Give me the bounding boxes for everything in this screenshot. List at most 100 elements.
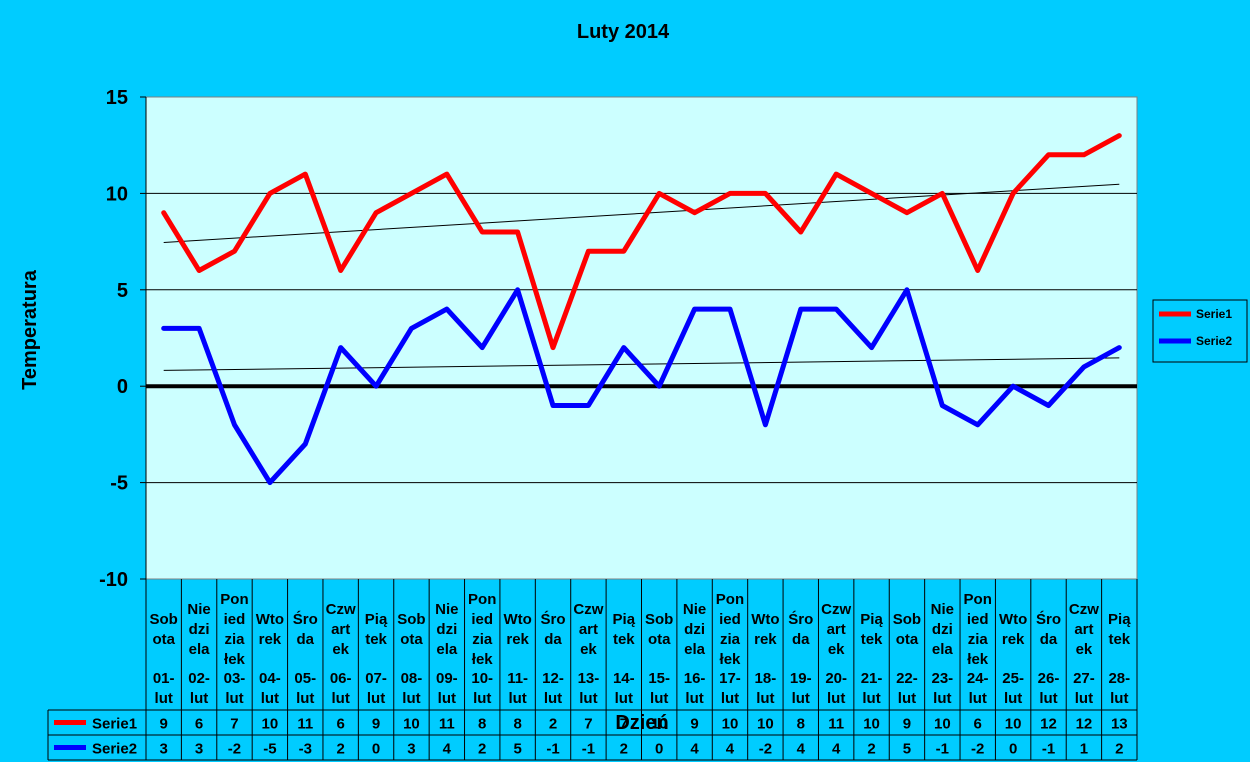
category-day-part: zia (720, 631, 741, 648)
category-date-part: lut (331, 690, 349, 707)
category-date-part: 23- (931, 670, 953, 687)
table-value: 3 (407, 741, 415, 758)
category-date-label: 18- lut (755, 670, 777, 707)
category-day-part: łek (224, 651, 246, 668)
category-day-part: rek (754, 631, 777, 648)
table-value: 2 (478, 741, 486, 758)
table-value: 4 (797, 741, 806, 758)
category-date-part: lut (190, 690, 208, 707)
table-value: 2 (336, 741, 344, 758)
category-date-part: 12- (542, 670, 564, 687)
category-day-part: Czw (1069, 601, 1099, 618)
table-value: 10 (403, 716, 420, 733)
category-day-part: łek (720, 651, 742, 668)
table-value: 9 (372, 716, 380, 733)
table-value: 8 (478, 716, 486, 733)
table-value: -5 (263, 741, 276, 758)
table-value: 5 (903, 741, 911, 758)
category-date-label: 12- lut (542, 670, 564, 707)
category-day-part: Nie (435, 601, 458, 618)
table-value: 4 (690, 741, 699, 758)
table-value: 7 (620, 716, 628, 733)
table-value: 3 (160, 741, 168, 758)
category-day-part: zia (224, 631, 245, 648)
category-date-part: 16- (684, 670, 706, 687)
legend: Serie1 Serie2 (1152, 299, 1248, 363)
category-date-part: 17- (719, 670, 741, 687)
category-day-label: Wto rek (503, 611, 531, 648)
category-date-label: 23- lut (931, 670, 953, 707)
category-day-part: Wto (999, 611, 1027, 628)
category-date-part: 27- (1073, 670, 1095, 687)
category-day-part: ela (189, 641, 211, 658)
table-value: 9 (690, 716, 698, 733)
series-line-serie2 (161, 287, 1122, 486)
y-axis-label: Temperatura (19, 269, 41, 390)
table-value: -2 (759, 741, 772, 758)
category-date-part: lut (261, 690, 279, 707)
category-day-part: ied (719, 611, 741, 628)
table-value: 6 (974, 716, 982, 733)
table-value: 11 (297, 716, 313, 733)
category-day-part: rek (1002, 631, 1025, 648)
category-day-part: art (1074, 621, 1093, 638)
category-day-part: rek (259, 631, 282, 648)
category-date-part: 06- (330, 670, 352, 687)
category-date-part: lut (155, 690, 173, 707)
category-date-label: 25- lut (1002, 670, 1024, 707)
category-day-label: Pią tek (1108, 611, 1131, 648)
category-day-part: da (544, 631, 562, 648)
table-value: 2 (1115, 741, 1123, 758)
category-date-part: lut (1039, 690, 1057, 707)
category-day-part: art (331, 621, 350, 638)
category-day-part: Sob (893, 611, 921, 628)
category-day-part: ek (580, 641, 597, 658)
table-value: 3 (195, 741, 203, 758)
table-value: 7 (584, 716, 592, 733)
category-date-part: 11- (507, 670, 528, 687)
category-day-label: Nie dzi ela (187, 601, 210, 658)
category-date-label: 07- lut (365, 670, 387, 707)
category-date-part: lut (862, 690, 880, 707)
category-date-part: lut (225, 690, 243, 707)
series-line-serie1 (161, 133, 1122, 351)
category-day-label: Sob ota (645, 611, 673, 648)
category-day-part: Sob (645, 611, 673, 628)
category-date-part: lut (898, 690, 916, 707)
category-day-part: Wto (751, 611, 779, 628)
category-day-part: Czw (821, 601, 851, 618)
category-day-part: ek (828, 641, 845, 658)
table-value: 10 (863, 716, 880, 733)
category-day-part: Pon (964, 591, 992, 608)
category-date-part: lut (827, 690, 845, 707)
category-day-part: dzi (932, 621, 953, 638)
category-date-label: 16- lut (684, 670, 706, 707)
category-day-label: Czw art ek (1069, 601, 1099, 658)
legend-box (1152, 299, 1248, 363)
category-date-part: lut (296, 690, 314, 707)
category-day-part: Pon (220, 591, 248, 608)
x-axis-label: Dzień (615, 712, 668, 734)
category-day-part: łek (967, 651, 989, 668)
table-value: -1 (936, 741, 949, 758)
category-day-part: Pią (365, 611, 388, 628)
table-value: 10 (651, 716, 668, 733)
table-series-name: Serie2 (92, 741, 137, 758)
category-date-part: 20- (825, 670, 847, 687)
category-date-label: 27- lut (1073, 670, 1095, 707)
category-day-part: ied (471, 611, 493, 628)
category-date-label: 01- lut (153, 670, 175, 707)
category-day-label: Wto rek (751, 611, 779, 648)
category-day-label: Czw art ek (821, 601, 851, 658)
category-date-part: 25- (1002, 670, 1024, 687)
category-date-part: 07- (365, 670, 387, 687)
category-day-part: Nie (683, 601, 706, 618)
category-day-part: zia (472, 631, 493, 648)
category-date-label: 22- lut (896, 670, 918, 707)
table-value: 8 (513, 716, 521, 733)
category-day-part: Nie (931, 601, 954, 618)
category-date-label: 13- lut (578, 670, 600, 707)
category-date-part: lut (402, 690, 420, 707)
table-value: -1 (582, 741, 595, 758)
category-day-label: Sob ota (893, 611, 921, 648)
